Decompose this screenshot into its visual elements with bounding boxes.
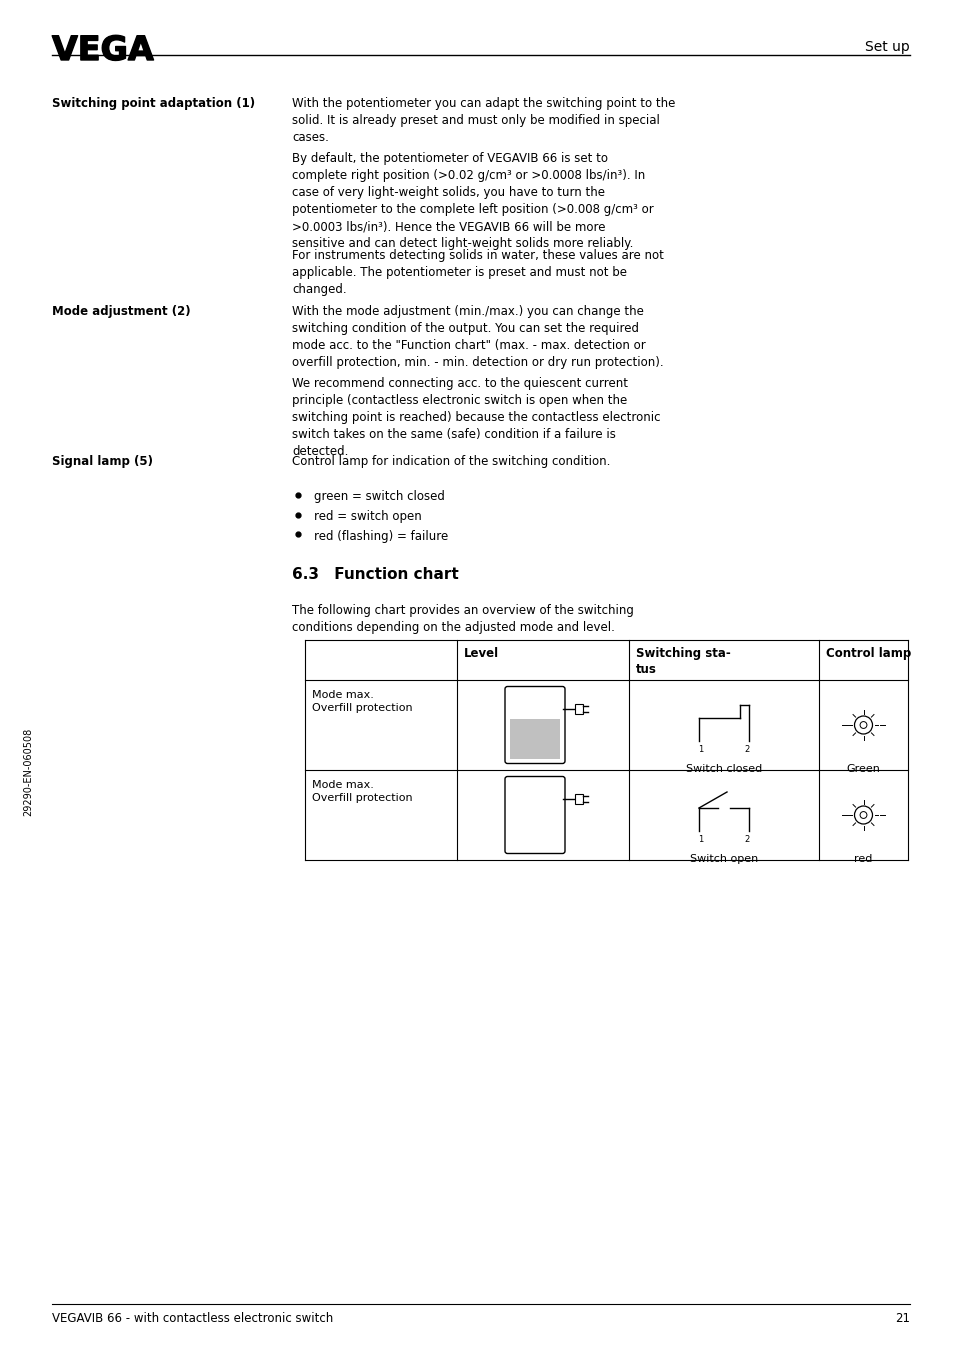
Text: 2: 2: [743, 836, 749, 844]
Text: 6.3 Function chart: 6.3 Function chart: [292, 566, 458, 581]
FancyBboxPatch shape: [504, 687, 564, 764]
Text: Mode max.
Overfill protection: Mode max. Overfill protection: [312, 690, 413, 714]
Text: We recommend connecting acc. to the quiescent current
principle (contactless ele: We recommend connecting acc. to the quie…: [292, 377, 659, 458]
Bar: [574, 794, 582, 804]
Text: Set up: Set up: [864, 41, 909, 54]
Text: For instruments detecting solids in water, these values are not
applicable. The : For instruments detecting solids in wate…: [292, 249, 663, 296]
Text: 1: 1: [698, 745, 703, 754]
Text: With the mode adjustment (min./max.) you can change the
switching condition of t: With the mode adjustment (min./max.) you…: [292, 306, 663, 369]
Text: The following chart provides an overview of the switching
conditions depending o: The following chart provides an overview…: [292, 604, 633, 634]
Text: red: red: [854, 854, 872, 864]
Text: red (flashing) = failure: red (flashing) = failure: [314, 530, 448, 544]
Text: By default, the potentiometer of VEGAVIB 66 is set to
complete right position (>: By default, the potentiometer of VEGAVIB…: [292, 151, 653, 250]
Text: Signal lamp (5): Signal lamp (5): [52, 456, 152, 468]
Text: With the potentiometer you can adapt the switching point to the
solid. It is alr: With the potentiometer you can adapt the…: [292, 97, 675, 145]
Text: red = switch open: red = switch open: [314, 510, 421, 523]
Text: Switching point adaptation (1): Switching point adaptation (1): [52, 97, 254, 110]
Text: VEGAVIB 66 - with contactless electronic switch: VEGAVIB 66 - with contactless electronic…: [52, 1311, 333, 1325]
Text: Control lamp for indication of the switching condition.: Control lamp for indication of the switc…: [292, 456, 610, 468]
FancyBboxPatch shape: [504, 776, 564, 853]
Text: Mode adjustment (2): Mode adjustment (2): [52, 306, 191, 318]
Text: Mode max.
Overfill protection: Mode max. Overfill protection: [312, 780, 413, 803]
Text: Control lamp: Control lamp: [825, 648, 910, 660]
Bar: [574, 704, 582, 714]
Text: Switching sta-
tus: Switching sta- tus: [636, 648, 730, 676]
Text: Level: Level: [463, 648, 498, 660]
Text: Green: Green: [845, 764, 880, 773]
Bar: [510, 719, 559, 758]
Text: 29290-EN-060508: 29290-EN-060508: [23, 727, 33, 817]
Text: green = switch closed: green = switch closed: [314, 489, 444, 503]
Text: VEGA: VEGA: [52, 34, 153, 68]
Text: 1: 1: [698, 836, 703, 844]
Text: Switch closed: Switch closed: [685, 764, 761, 773]
Text: 2: 2: [743, 745, 749, 754]
Text: Switch open: Switch open: [689, 854, 758, 864]
Text: 21: 21: [894, 1311, 909, 1325]
